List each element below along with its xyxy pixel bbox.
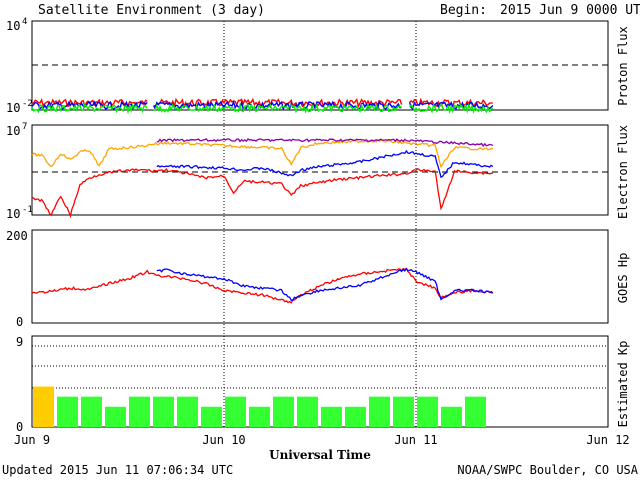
electron-ytick-bottom-base: 10 <box>6 207 20 221</box>
kp-guides <box>32 345 608 389</box>
kp-bar <box>273 396 294 427</box>
kp-bar <box>369 396 390 427</box>
xtick-jun9: Jun 9 <box>14 433 50 447</box>
kp-bar <box>441 406 462 427</box>
electron-ytick-bottom-exp: -1 <box>22 205 33 215</box>
electron-flux-blue-trace <box>156 149 494 179</box>
kp-bar <box>297 396 318 427</box>
xtick-jun11: Jun 11 <box>394 433 437 447</box>
hp-panel-frame <box>31 229 609 324</box>
kp-bar <box>249 406 270 427</box>
proton-flux-layer <box>31 97 494 115</box>
kp-bar <box>105 406 126 427</box>
proton-ytick-top-exp: 4 <box>22 17 27 27</box>
electron-ytick-top-exp: 7 <box>22 122 27 132</box>
kp-ylabel: Estimated Kp <box>616 341 630 428</box>
kp-bar <box>201 406 222 427</box>
kp-bars-layer <box>33 386 486 427</box>
kp-ytick-top: 9 <box>16 335 23 349</box>
electron-flux-red-trace <box>31 167 493 219</box>
kp-bar <box>465 396 486 427</box>
proton-flux-green-trace <box>409 102 494 115</box>
proton-ylabel: Proton Flux <box>616 26 630 105</box>
goes-hp-layer <box>31 267 494 304</box>
electron-ytick-top-base: 10 <box>6 124 20 138</box>
x-axis-title: Universal Time <box>269 448 371 462</box>
hp-ylabel: GOES Hp <box>616 253 630 304</box>
kp-panel-frame <box>31 335 609 428</box>
kp-bar <box>393 396 414 427</box>
electron-flux-layer <box>31 138 494 219</box>
kp-bar <box>177 396 198 427</box>
kp-bar <box>153 396 174 427</box>
kp-bar <box>321 406 342 427</box>
kp-bar <box>417 396 438 427</box>
kp-bar <box>129 396 150 427</box>
hp-ytick-bottom: 0 <box>16 315 23 329</box>
hp-ytick-top: 200 <box>6 229 28 243</box>
kp-bar <box>81 396 102 427</box>
kp-bar <box>33 386 54 427</box>
credit-text: NOAA/SWPC Boulder, CO USA <box>457 463 638 477</box>
proton-ytick-top-base: 10 <box>6 19 20 33</box>
proton-flux-blue-trace <box>408 100 494 111</box>
electron-flux-purple-trace <box>156 138 494 148</box>
goes-hp-blue-trace <box>156 267 494 301</box>
xtick-jun10: Jun 10 <box>202 433 245 447</box>
electron-ylabel: Electron Flux <box>616 125 630 219</box>
electron-panel-frame <box>31 124 609 216</box>
updated-timestamp: Updated 2015 Jun 11 07:06:34 UTC <box>2 463 233 477</box>
xtick-jun12: Jun 12 <box>586 433 629 447</box>
proton-flux-green-trace <box>153 102 403 114</box>
kp-ytick-bottom: 0 <box>16 420 23 434</box>
goes-hp-red-trace <box>31 267 493 304</box>
proton-flux-green-trace <box>31 102 148 115</box>
proton-flux-blue-trace <box>152 100 402 112</box>
proton-ytick-bottom-exp: -2 <box>22 99 33 109</box>
electron-flux-orange-trace <box>31 139 494 169</box>
proton-ytick-bottom-base: 10 <box>6 101 20 115</box>
begin-value: 2015 Jun 9 0000 UTC <box>500 3 640 18</box>
kp-bar <box>57 396 78 427</box>
begin-label: Begin: <box>440 3 487 18</box>
plot-title: Satellite Environment (3 day) <box>38 3 265 18</box>
kp-bar <box>345 406 366 427</box>
proton-panel-frame <box>31 20 609 111</box>
kp-bar <box>225 396 246 427</box>
